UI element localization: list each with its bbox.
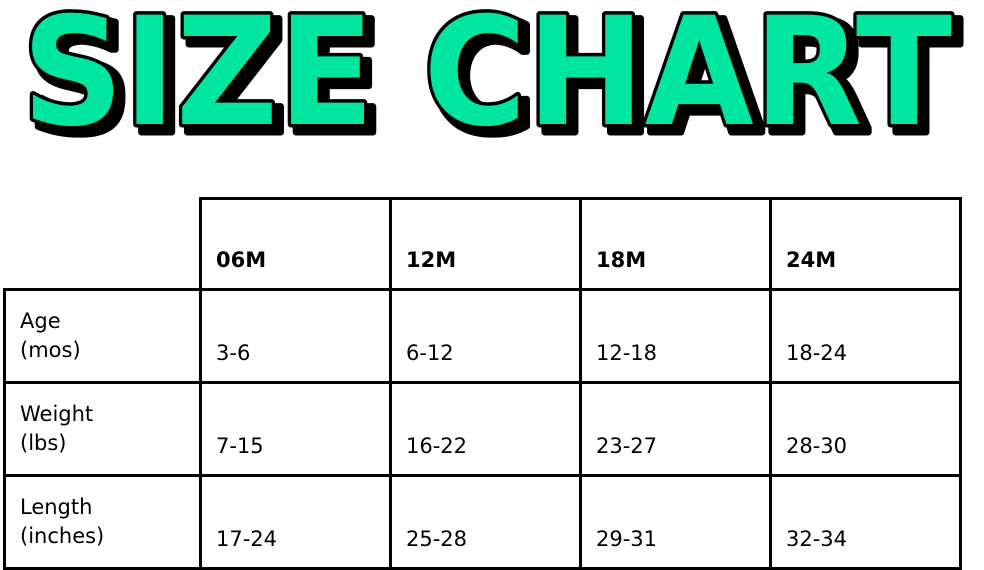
- table-cell: 18-24: [769, 288, 962, 384]
- row-label-line1: Length: [20, 495, 93, 519]
- table-cell: 29-31: [579, 474, 772, 570]
- table-cell: 7-15: [199, 381, 392, 477]
- table-cell: 17-24: [199, 474, 392, 570]
- column-header: 06M: [199, 197, 392, 291]
- row-label-line2: (lbs): [20, 431, 67, 455]
- row-label: Weight (lbs): [3, 381, 202, 477]
- row-label: Age (mos): [3, 288, 202, 384]
- column-header: 12M: [389, 197, 582, 291]
- table-cell: 32-34: [769, 474, 962, 570]
- table-cell: 3-6: [199, 288, 392, 384]
- size-table: 06M 12M 18M 24M Age (mos) 3-6 6-12 12-18 …: [3, 197, 962, 570]
- row-label-line2: (mos): [20, 338, 81, 362]
- title-text: SIZE CHART: [22, 0, 952, 150]
- table-row: Age (mos) 3-6 6-12 12-18 18-24: [3, 288, 962, 384]
- size-chart-title: SIZE CHART: [19, 0, 956, 150]
- table-cell: 25-28: [389, 474, 582, 570]
- table-cell: 23-27: [579, 381, 772, 477]
- table-cell: 16-22: [389, 381, 582, 477]
- table-cell: 12-18: [579, 288, 772, 384]
- row-label-line1: Weight: [20, 402, 94, 426]
- row-label: Length (inches): [3, 474, 202, 570]
- corner-cell: [4, 198, 202, 291]
- row-label-line1: Age: [20, 309, 61, 333]
- column-header: 18M: [579, 197, 772, 291]
- table-row: Length (inches) 17-24 25-28 29-31 32-34: [3, 474, 962, 570]
- table-cell: 6-12: [389, 288, 582, 384]
- column-header: 24M: [769, 197, 962, 291]
- row-label-line2: (inches): [20, 524, 105, 548]
- header-row: 06M 12M 18M 24M: [4, 197, 962, 291]
- table-cell: 28-30: [769, 381, 962, 477]
- table-row: Weight (lbs) 7-15 16-22 23-27 28-30: [3, 381, 962, 477]
